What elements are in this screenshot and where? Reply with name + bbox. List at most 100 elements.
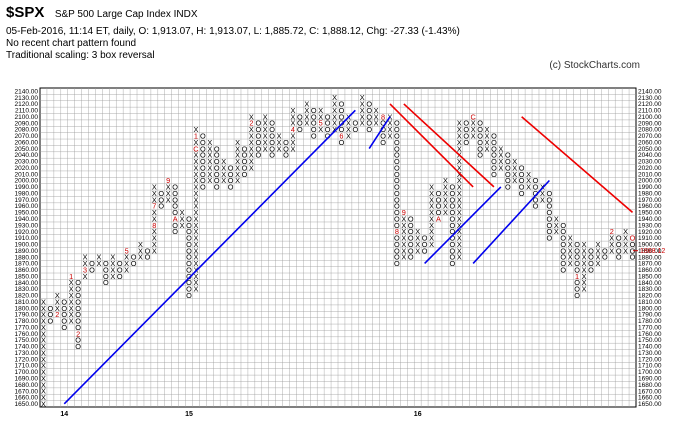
x-box: X — [582, 278, 587, 287]
o-box: O — [394, 170, 400, 179]
x-box: X — [69, 310, 74, 319]
o-box: O — [463, 119, 469, 128]
o-box: O — [630, 240, 636, 249]
y-tick-label-right: 2140.00 — [638, 88, 662, 95]
x-box: X — [512, 170, 517, 179]
x-box: X — [41, 380, 46, 389]
o-box: O — [214, 144, 220, 153]
y-tick-label-right: 1890.00 — [638, 248, 662, 255]
x-box: X — [193, 227, 198, 236]
o-box: O — [449, 208, 455, 217]
x-box: X — [193, 221, 198, 230]
x-box: X — [138, 246, 143, 255]
o-box: O — [158, 189, 164, 198]
x-box: X — [152, 227, 157, 236]
x-box: X — [471, 119, 476, 128]
y-tick-label-left: 2110.00 — [15, 108, 38, 115]
o-box: O — [394, 138, 400, 147]
y-tick-label-right: 2100.00 — [638, 114, 662, 121]
o-box: O — [463, 125, 469, 134]
o-box: O — [172, 183, 178, 192]
o-box: O — [255, 138, 261, 147]
o-box: O — [158, 195, 164, 204]
o-box: O — [505, 170, 511, 179]
o-box: O — [339, 100, 345, 109]
o-box: O — [422, 234, 428, 243]
o-box: O — [394, 163, 400, 172]
y-tick-label-right: 1830.00 — [638, 286, 662, 293]
x-box: X — [332, 100, 337, 109]
x-box: X — [41, 336, 46, 345]
o-box: O — [200, 183, 206, 192]
y-tick-label-right: 1800.00 — [638, 305, 662, 312]
o-box: O — [560, 246, 566, 255]
o-box: O — [186, 291, 192, 300]
x-box: X — [83, 259, 88, 268]
x-box: X — [152, 240, 157, 249]
o-box: O — [228, 170, 234, 179]
x-box: X — [221, 170, 226, 179]
x-box: X — [41, 304, 46, 313]
y-tick-label-right: 1900.00 — [638, 242, 662, 249]
o-box: O — [394, 246, 400, 255]
y-tick-label-right: 2080.00 — [638, 127, 662, 134]
x-box: X — [96, 253, 101, 262]
y-tick-label-left: 2120.00 — [15, 101, 39, 108]
y-tick-label-left: 1890.00 — [15, 248, 39, 255]
o-box: O — [449, 246, 455, 255]
x-box: X — [429, 202, 434, 211]
x-box: X — [249, 112, 254, 121]
x-box: X — [415, 227, 420, 236]
x-box: X — [457, 157, 462, 166]
x-box: X — [193, 183, 198, 192]
o-box: O — [255, 151, 261, 160]
o-box: O — [477, 144, 483, 153]
o-box: O — [394, 183, 400, 192]
o-box: O — [366, 100, 372, 109]
o-box: O — [75, 336, 81, 345]
y-tick-label-left: 1830.00 — [15, 286, 39, 293]
month-marker: 8 — [381, 112, 385, 121]
o-box: O — [75, 304, 81, 313]
o-box: O — [283, 151, 289, 160]
x-box: X — [193, 246, 198, 255]
y-tick-label-left: 1980.00 — [15, 190, 39, 197]
y-tick-label-right: 1690.00 — [638, 375, 662, 382]
y-tick-label-left: 2060.00 — [15, 139, 39, 146]
x-box: X — [623, 234, 628, 243]
y-tick-label-right: 1910.00 — [638, 235, 662, 242]
o-box: O — [408, 234, 414, 243]
y-tick-label-left: 2130.00 — [15, 95, 39, 102]
x-box: X — [69, 285, 74, 294]
x-box: X — [457, 125, 462, 134]
y-tick-label-right: 1880.00 — [638, 254, 662, 261]
x-box: X — [318, 125, 323, 134]
o-box: O — [519, 176, 525, 185]
o-box: O — [311, 112, 317, 121]
o-box: O — [602, 246, 608, 255]
y-tick-label-right: 1930.00 — [638, 222, 662, 229]
o-box: O — [560, 253, 566, 262]
o-box: O — [394, 240, 400, 249]
support-trendline — [63, 109, 356, 405]
x-box: X — [568, 234, 573, 243]
chart-header: $SPX S&P 500 Large Cap Index INDX 05-Feb… — [6, 4, 696, 62]
o-box: O — [186, 285, 192, 294]
o-box: O — [269, 144, 275, 153]
x-box: X — [457, 240, 462, 249]
support-trendline — [424, 186, 502, 265]
o-box: O — [560, 234, 566, 243]
x-box: X — [568, 246, 573, 255]
x-box: X — [152, 189, 157, 198]
x-box: X — [554, 227, 559, 236]
month-marker: A — [436, 214, 441, 223]
x-box: X — [41, 399, 46, 408]
y-tick-label-right: 1700.00 — [638, 369, 662, 376]
y-tick-label-left: 1960.00 — [15, 203, 39, 210]
o-box: O — [172, 195, 178, 204]
o-box: O — [172, 227, 178, 236]
x-box: X — [554, 214, 559, 223]
x-box: X — [249, 138, 254, 147]
month-marker: 2 — [249, 119, 253, 128]
o-box: O — [214, 176, 220, 185]
